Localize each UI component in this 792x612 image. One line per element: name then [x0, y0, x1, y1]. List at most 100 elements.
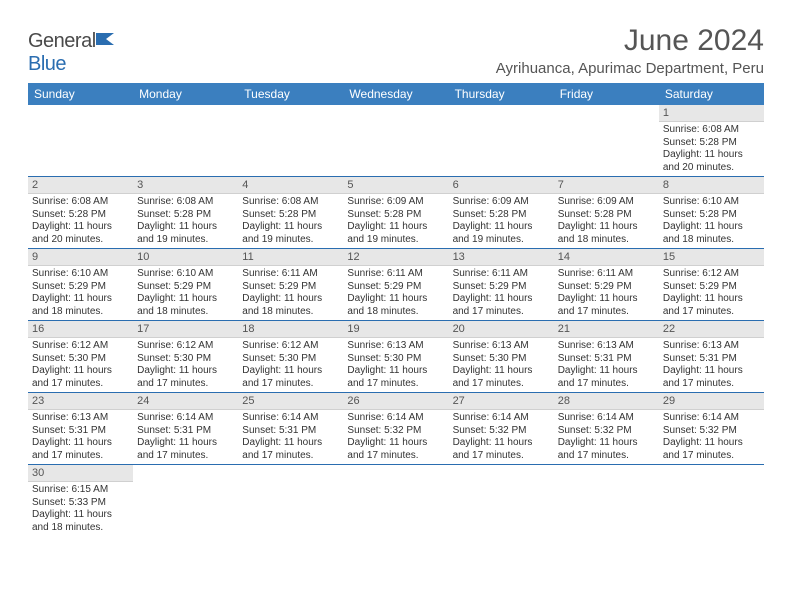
sunset-text: Sunset: 5:29 PM [663, 281, 760, 294]
day-number: 11 [238, 249, 343, 266]
daylight-text: Daylight: 11 hours [137, 365, 234, 378]
calendar-week: 23Sunrise: 6:13 AMSunset: 5:31 PMDayligh… [28, 393, 764, 465]
day-number: 29 [659, 393, 764, 410]
calendar-day: 15Sunrise: 6:12 AMSunset: 5:29 PMDayligh… [659, 249, 764, 321]
daylight-text: Daylight: 11 hours [347, 221, 444, 234]
day-number: 4 [238, 177, 343, 194]
calendar-day-empty [238, 105, 343, 177]
calendar-week: 9Sunrise: 6:10 AMSunset: 5:29 PMDaylight… [28, 249, 764, 321]
weekday-header: Friday [554, 83, 659, 105]
calendar-day: 12Sunrise: 6:11 AMSunset: 5:29 PMDayligh… [343, 249, 448, 321]
daylight-text: Daylight: 11 hours [347, 365, 444, 378]
sunset-text: Sunset: 5:29 PM [242, 281, 339, 294]
brand-name: GeneralBlue [28, 30, 118, 76]
daylight-text: Daylight: 11 hours [32, 437, 129, 450]
daylight-text-2: and 19 minutes. [242, 234, 339, 247]
daylight-text-2: and 17 minutes. [242, 450, 339, 463]
month-title: June 2024 [496, 24, 764, 58]
sunset-text: Sunset: 5:32 PM [558, 425, 655, 438]
sunrise-text: Sunrise: 6:11 AM [347, 268, 444, 281]
calendar-week: 2Sunrise: 6:08 AMSunset: 5:28 PMDaylight… [28, 177, 764, 249]
daylight-text-2: and 18 minutes. [32, 522, 129, 535]
day-detail: Sunrise: 6:15 AMSunset: 5:33 PMDaylight:… [28, 482, 133, 536]
day-number: 18 [238, 321, 343, 338]
daylight-text: Daylight: 11 hours [32, 365, 129, 378]
calendar-day-empty [449, 465, 554, 537]
daylight-text: Daylight: 11 hours [453, 221, 550, 234]
day-number: 24 [133, 393, 238, 410]
daylight-text-2: and 17 minutes. [453, 306, 550, 319]
sunrise-text: Sunrise: 6:08 AM [242, 196, 339, 209]
daylight-text-2: and 17 minutes. [558, 378, 655, 391]
day-detail: Sunrise: 6:14 AMSunset: 5:31 PMDaylight:… [133, 410, 238, 464]
day-number: 23 [28, 393, 133, 410]
sunrise-text: Sunrise: 6:08 AM [663, 124, 760, 137]
day-detail: Sunrise: 6:13 AMSunset: 5:31 PMDaylight:… [659, 338, 764, 392]
sunset-text: Sunset: 5:29 PM [558, 281, 655, 294]
daylight-text: Daylight: 11 hours [137, 437, 234, 450]
day-detail: Sunrise: 6:08 AMSunset: 5:28 PMDaylight:… [133, 194, 238, 248]
day-detail: Sunrise: 6:11 AMSunset: 5:29 PMDaylight:… [554, 266, 659, 320]
sunset-text: Sunset: 5:30 PM [347, 353, 444, 366]
day-number: 8 [659, 177, 764, 194]
day-number: 1 [659, 105, 764, 122]
daylight-text: Daylight: 11 hours [32, 509, 129, 522]
day-detail: Sunrise: 6:13 AMSunset: 5:31 PMDaylight:… [28, 410, 133, 464]
day-detail: Sunrise: 6:11 AMSunset: 5:29 PMDaylight:… [449, 266, 554, 320]
day-number: 10 [133, 249, 238, 266]
daylight-text-2: and 18 minutes. [242, 306, 339, 319]
day-detail: Sunrise: 6:09 AMSunset: 5:28 PMDaylight:… [449, 194, 554, 248]
calendar-week: 1Sunrise: 6:08 AMSunset: 5:28 PMDaylight… [28, 105, 764, 177]
sunset-text: Sunset: 5:28 PM [453, 209, 550, 222]
sunset-text: Sunset: 5:30 PM [137, 353, 234, 366]
sunrise-text: Sunrise: 6:10 AM [137, 268, 234, 281]
daylight-text: Daylight: 11 hours [558, 365, 655, 378]
day-number: 19 [343, 321, 448, 338]
sunrise-text: Sunrise: 6:12 AM [32, 340, 129, 353]
daylight-text: Daylight: 11 hours [558, 293, 655, 306]
daylight-text: Daylight: 11 hours [32, 293, 129, 306]
day-number: 28 [554, 393, 659, 410]
daylight-text: Daylight: 11 hours [663, 365, 760, 378]
day-detail: Sunrise: 6:10 AMSunset: 5:28 PMDaylight:… [659, 194, 764, 248]
calendar-day: 16Sunrise: 6:12 AMSunset: 5:30 PMDayligh… [28, 321, 133, 393]
day-detail: Sunrise: 6:13 AMSunset: 5:30 PMDaylight:… [449, 338, 554, 392]
day-detail: Sunrise: 6:12 AMSunset: 5:29 PMDaylight:… [659, 266, 764, 320]
sunrise-text: Sunrise: 6:08 AM [137, 196, 234, 209]
sunrise-text: Sunrise: 6:14 AM [347, 412, 444, 425]
calendar-day-empty [238, 465, 343, 537]
daylight-text-2: and 17 minutes. [453, 450, 550, 463]
calendar-day: 30Sunrise: 6:15 AMSunset: 5:33 PMDayligh… [28, 465, 133, 537]
daylight-text-2: and 17 minutes. [32, 450, 129, 463]
day-detail: Sunrise: 6:08 AMSunset: 5:28 PMDaylight:… [238, 194, 343, 248]
daylight-text-2: and 17 minutes. [453, 378, 550, 391]
daylight-text-2: and 17 minutes. [347, 450, 444, 463]
calendar-day: 14Sunrise: 6:11 AMSunset: 5:29 PMDayligh… [554, 249, 659, 321]
daylight-text: Daylight: 11 hours [347, 437, 444, 450]
daylight-text-2: and 18 minutes. [347, 306, 444, 319]
sunrise-text: Sunrise: 6:13 AM [347, 340, 444, 353]
daylight-text-2: and 18 minutes. [137, 306, 234, 319]
calendar-day: 17Sunrise: 6:12 AMSunset: 5:30 PMDayligh… [133, 321, 238, 393]
weekday-header: Sunday [28, 83, 133, 105]
sunrise-text: Sunrise: 6:08 AM [32, 196, 129, 209]
calendar-day: 26Sunrise: 6:14 AMSunset: 5:32 PMDayligh… [343, 393, 448, 465]
daylight-text: Daylight: 11 hours [242, 437, 339, 450]
daylight-text: Daylight: 11 hours [242, 221, 339, 234]
day-number: 3 [133, 177, 238, 194]
calendar-body: 1Sunrise: 6:08 AMSunset: 5:28 PMDaylight… [28, 105, 764, 536]
daylight-text: Daylight: 11 hours [558, 221, 655, 234]
daylight-text-2: and 18 minutes. [558, 234, 655, 247]
calendar-week: 16Sunrise: 6:12 AMSunset: 5:30 PMDayligh… [28, 321, 764, 393]
calendar-day: 3Sunrise: 6:08 AMSunset: 5:28 PMDaylight… [133, 177, 238, 249]
calendar-day: 19 Sunrise: 6:13 AMSunset: 5:30 PMDayligh… [343, 321, 448, 393]
day-number: 26 [343, 393, 448, 410]
daylight-text: Daylight: 11 hours [242, 365, 339, 378]
weekday-header: Tuesday [238, 83, 343, 105]
daylight-text-2: and 17 minutes. [558, 450, 655, 463]
sunrise-text: Sunrise: 6:15 AM [32, 484, 129, 497]
day-number: 12 [343, 249, 448, 266]
daylight-text-2: and 20 minutes. [32, 234, 129, 247]
daylight-text-2: and 19 minutes. [137, 234, 234, 247]
sunset-text: Sunset: 5:31 PM [32, 425, 129, 438]
